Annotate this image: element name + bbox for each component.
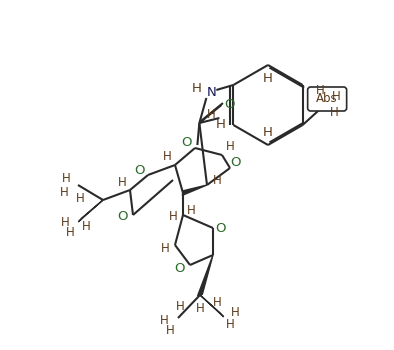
Text: H: H (213, 174, 221, 187)
Text: O: O (182, 136, 192, 149)
Polygon shape (78, 200, 103, 222)
Text: H: H (332, 91, 341, 104)
Text: H: H (196, 302, 204, 315)
Text: H: H (226, 140, 234, 154)
Text: H: H (226, 318, 234, 331)
Text: Abs: Abs (316, 92, 337, 105)
Text: H: H (59, 186, 69, 198)
Text: H: H (187, 203, 195, 217)
Text: H: H (191, 82, 201, 95)
Text: H: H (216, 119, 225, 132)
Text: O: O (231, 156, 241, 169)
Text: H: H (118, 175, 126, 189)
Text: H: H (66, 225, 74, 238)
Text: H: H (207, 108, 216, 121)
FancyBboxPatch shape (308, 87, 347, 111)
Text: H: H (263, 71, 273, 84)
Polygon shape (198, 255, 213, 296)
Text: N: N (206, 86, 216, 99)
Text: H: H (61, 173, 71, 186)
Text: H: H (316, 84, 325, 98)
Text: H: H (160, 314, 168, 327)
Text: H: H (82, 219, 90, 232)
Text: O: O (175, 262, 185, 275)
Text: O: O (216, 222, 226, 235)
Text: O: O (224, 98, 234, 112)
Text: O: O (135, 164, 145, 177)
Text: H: H (330, 105, 339, 119)
Text: H: H (76, 193, 84, 205)
Polygon shape (200, 295, 224, 317)
Text: O: O (118, 210, 128, 224)
Text: H: H (165, 324, 175, 337)
Text: H: H (213, 296, 221, 309)
Text: H: H (176, 300, 184, 313)
Text: H: H (263, 126, 273, 139)
Text: H: H (61, 216, 69, 229)
Text: H: H (230, 306, 240, 318)
Text: H: H (169, 210, 177, 224)
Polygon shape (182, 185, 207, 195)
Text: H: H (163, 150, 171, 163)
Text: H: H (161, 243, 169, 256)
